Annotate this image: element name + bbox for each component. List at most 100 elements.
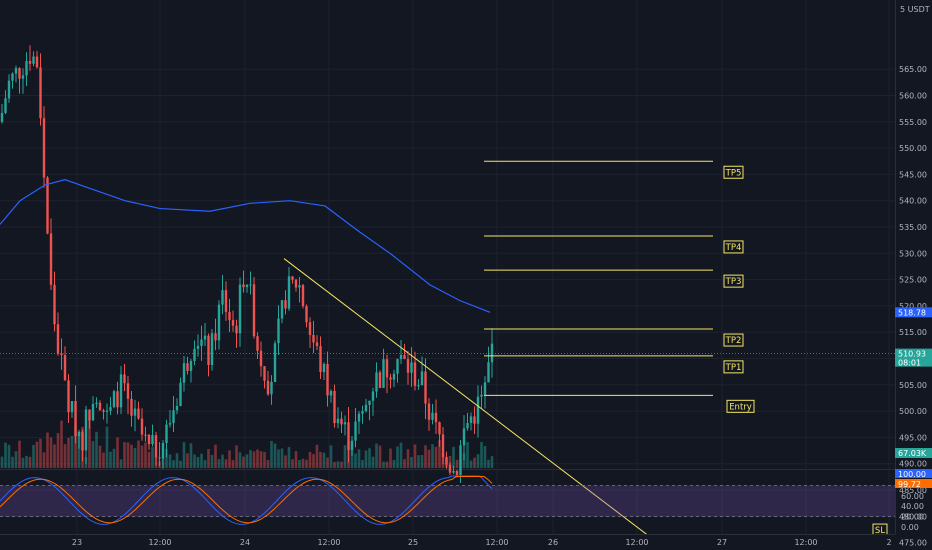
candle-body[interactable] bbox=[326, 363, 329, 396]
candle-body[interactable] bbox=[413, 362, 417, 386]
candle-body[interactable] bbox=[361, 411, 364, 414]
candle-body[interactable] bbox=[242, 284, 245, 288]
candle-body[interactable] bbox=[77, 431, 81, 437]
candle-body[interactable] bbox=[35, 56, 39, 68]
candle-body[interactable] bbox=[0, 112, 4, 122]
candle-body[interactable] bbox=[165, 424, 168, 444]
candle-body[interactable] bbox=[301, 285, 305, 307]
candle-body[interactable] bbox=[186, 363, 189, 371]
candle-body[interactable] bbox=[403, 355, 406, 359]
candle-body[interactable] bbox=[238, 284, 242, 334]
candle-body[interactable] bbox=[459, 445, 462, 475]
candle-body[interactable] bbox=[109, 407, 112, 411]
candle-body[interactable] bbox=[480, 394, 483, 397]
candle-body[interactable] bbox=[417, 385, 420, 387]
candle-body[interactable] bbox=[490, 343, 494, 363]
candle-body[interactable] bbox=[340, 418, 343, 425]
candle-body[interactable] bbox=[336, 418, 340, 424]
candle-body[interactable] bbox=[32, 56, 35, 64]
candle-body[interactable] bbox=[455, 470, 459, 475]
candle-body[interactable] bbox=[179, 382, 182, 406]
price-levels[interactable]: TP5 TP4 TP3 TP2 TP1 Entry SL bbox=[484, 160, 895, 550]
candle-body[interactable] bbox=[441, 434, 445, 458]
candle-body[interactable] bbox=[466, 422, 469, 429]
candle-body[interactable] bbox=[182, 363, 186, 383]
candle-body[interactable] bbox=[368, 400, 371, 405]
candle-body[interactable] bbox=[329, 390, 333, 396]
candle-body[interactable] bbox=[259, 350, 263, 367]
candle-body[interactable] bbox=[53, 284, 56, 325]
candle-body[interactable] bbox=[452, 470, 455, 473]
candle-body[interactable] bbox=[284, 300, 287, 309]
candle-body[interactable] bbox=[116, 391, 119, 408]
candle-body[interactable] bbox=[39, 67, 42, 119]
candle-body[interactable] bbox=[7, 80, 11, 99]
candle-body[interactable] bbox=[137, 408, 140, 419]
candle-body[interactable] bbox=[119, 374, 123, 408]
level-label-box-tp1[interactable] bbox=[723, 360, 744, 374]
candle-body[interactable] bbox=[375, 372, 378, 392]
candle-body[interactable] bbox=[228, 311, 231, 321]
candle-body[interactable] bbox=[88, 409, 91, 421]
candle-body[interactable] bbox=[270, 382, 273, 395]
candle-body[interactable] bbox=[56, 324, 60, 354]
candle-body[interactable] bbox=[95, 402, 98, 405]
candle-body[interactable] bbox=[315, 342, 319, 347]
candle-body[interactable] bbox=[172, 410, 175, 424]
candle-body[interactable] bbox=[396, 359, 399, 374]
candle-body[interactable] bbox=[126, 383, 130, 399]
candle-body[interactable] bbox=[49, 233, 53, 285]
candle-body[interactable] bbox=[144, 434, 147, 436]
candle-body[interactable] bbox=[147, 434, 151, 445]
descending-trendline[interactable] bbox=[283, 258, 670, 550]
candle-body[interactable] bbox=[46, 177, 49, 234]
level-label-box-tp4[interactable] bbox=[723, 240, 744, 254]
candle-body[interactable] bbox=[18, 68, 21, 79]
candle-body[interactable] bbox=[298, 285, 301, 288]
candle-body[interactable] bbox=[133, 408, 137, 416]
candle-body[interactable] bbox=[273, 343, 277, 383]
candle-body[interactable] bbox=[357, 413, 361, 422]
candle-body[interactable] bbox=[112, 391, 116, 408]
candle-body[interactable] bbox=[42, 118, 46, 178]
candle-body[interactable] bbox=[123, 374, 126, 384]
candle-body[interactable] bbox=[420, 371, 424, 386]
candle-body[interactable] bbox=[469, 416, 473, 423]
candle-body[interactable] bbox=[277, 318, 280, 344]
candle-body[interactable] bbox=[483, 382, 487, 395]
candle-body[interactable] bbox=[319, 346, 322, 373]
candle-body[interactable] bbox=[392, 373, 396, 380]
candle-body[interactable] bbox=[25, 60, 28, 76]
candle-body[interactable] bbox=[235, 325, 238, 334]
candle-body[interactable] bbox=[81, 431, 84, 451]
candle-body[interactable] bbox=[448, 464, 452, 473]
candle-body[interactable] bbox=[487, 362, 490, 383]
candle-body[interactable] bbox=[189, 360, 193, 371]
candle-body[interactable] bbox=[291, 276, 294, 280]
candle-body[interactable] bbox=[21, 75, 25, 79]
candle-body[interactable] bbox=[70, 401, 74, 413]
time-axis[interactable]: 23 12:00 24 12:00 25 12:00 26 12:00 27 12:00 2 bbox=[0, 534, 895, 550]
candle-body[interactable] bbox=[382, 359, 385, 388]
candle-body[interactable] bbox=[196, 345, 200, 349]
candle-body[interactable] bbox=[280, 300, 284, 319]
candle-body[interactable] bbox=[74, 401, 77, 437]
candle-body[interactable] bbox=[214, 333, 217, 341]
candle-body[interactable] bbox=[84, 409, 88, 451]
candle-body[interactable] bbox=[91, 404, 95, 421]
candle-body[interactable] bbox=[438, 422, 441, 435]
candle-body[interactable] bbox=[427, 403, 431, 420]
candle-body[interactable] bbox=[140, 418, 144, 435]
candle-body[interactable] bbox=[98, 402, 102, 411]
candle-body[interactable] bbox=[154, 435, 158, 458]
candle-body[interactable] bbox=[130, 398, 133, 416]
candle-body[interactable] bbox=[14, 68, 18, 74]
candle-body[interactable] bbox=[28, 60, 32, 64]
candlesticks[interactable] bbox=[0, 45, 494, 484]
candle-body[interactable] bbox=[431, 412, 434, 420]
candle-body[interactable] bbox=[399, 355, 403, 360]
level-label-box-tp3[interactable] bbox=[723, 274, 744, 288]
candle-body[interactable] bbox=[294, 279, 298, 288]
candle-body[interactable] bbox=[200, 339, 203, 346]
